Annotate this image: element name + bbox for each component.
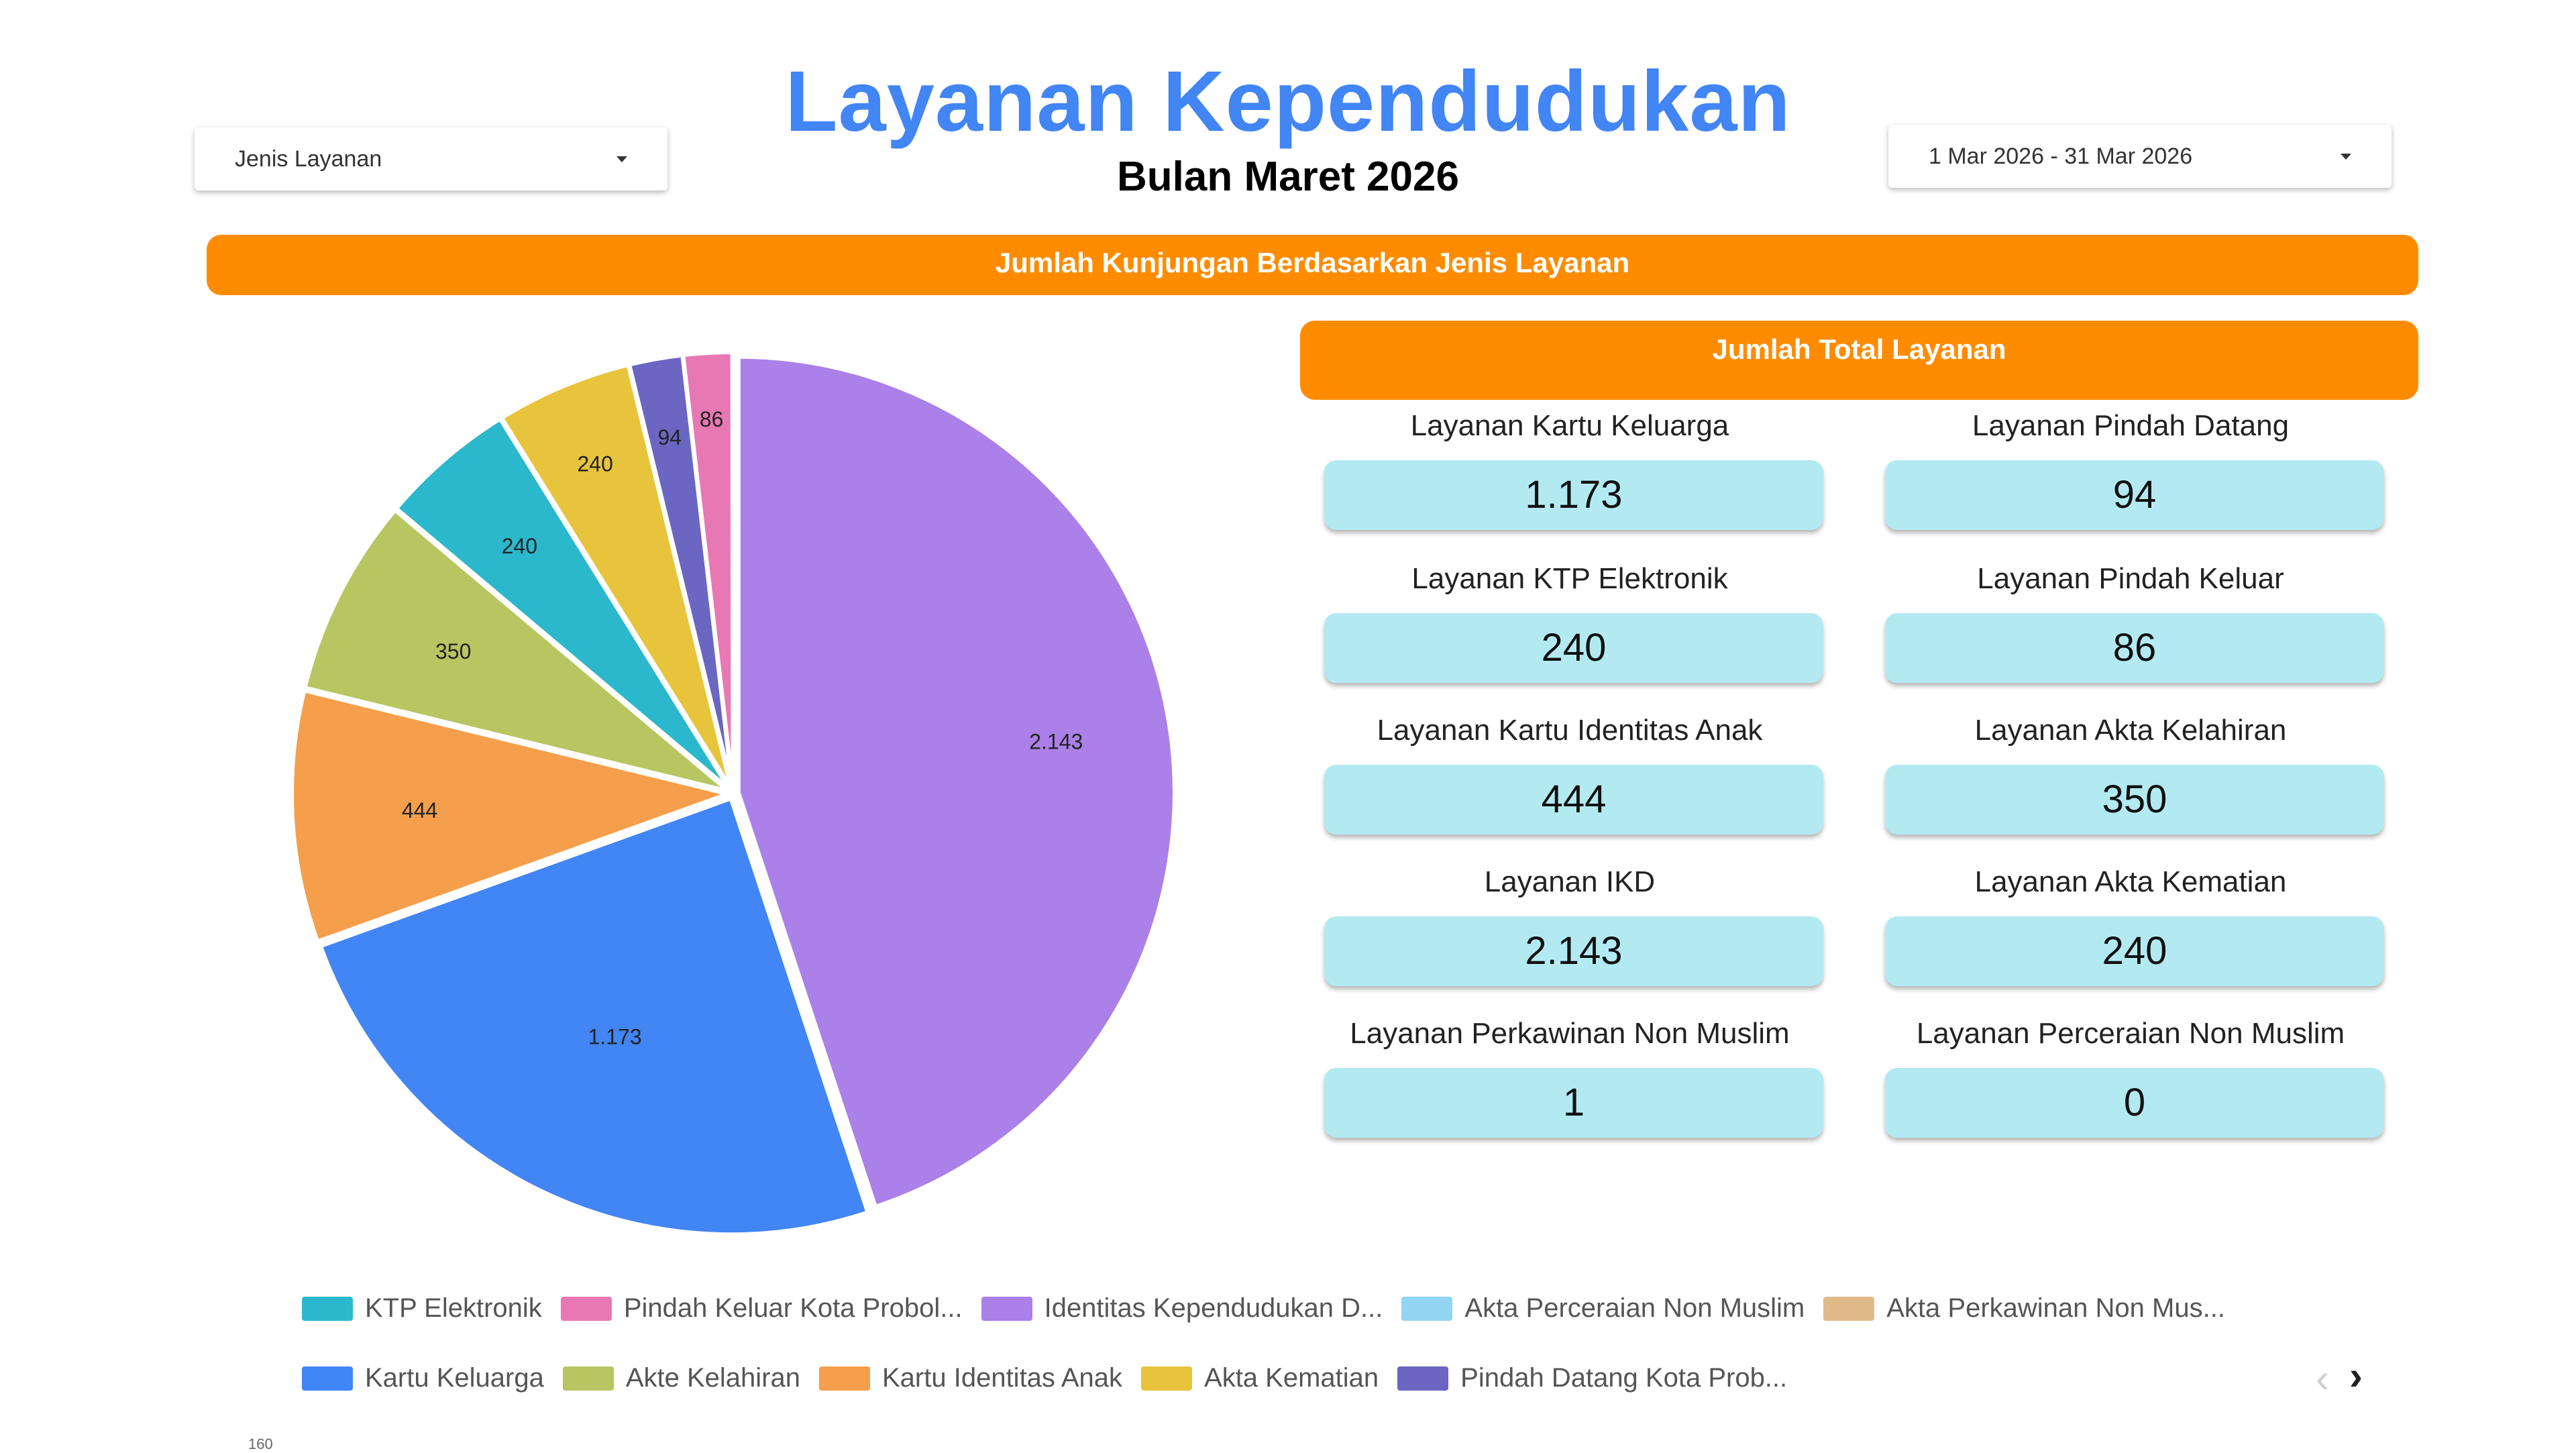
legend-label: Pindah Keluar Kota Probol...	[623, 1293, 963, 1323]
legend-swatch	[302, 1296, 353, 1321]
date-range-label: 1 Mar 2026 - 31 Mar 2026	[1929, 143, 2193, 169]
slice-value-label: 86	[700, 407, 724, 431]
legend-item[interactable]: Identitas Kependudukan D...	[981, 1293, 1383, 1324]
legend-swatch	[1823, 1296, 1875, 1321]
stat-label: Layanan KTP Elektronik	[1411, 562, 1728, 595]
stat-value: 86	[1885, 613, 2384, 683]
legend-label: Kartu Identitas Anak	[882, 1363, 1123, 1393]
stat-label: Layanan Kartu Keluarga	[1410, 409, 1729, 442]
total-layanan-banner: Jumlah Total Layanan	[1300, 321, 2418, 400]
page-subtitle: Bulan Maret 2026	[1117, 154, 1459, 200]
stat-label: Layanan Akta Kematian	[1974, 865, 2287, 898]
stat-value: 2.143	[1324, 916, 1823, 986]
stat-label: Layanan Perceraian Non Muslim	[1916, 1017, 2345, 1050]
legend-row: Kartu Keluarga Akte Kelahiran Kartu Identi…	[302, 1363, 1806, 1393]
legend-swatch	[1397, 1366, 1449, 1391]
stat-value: 240	[1324, 613, 1823, 683]
legend-label: Akte Kelahiran	[625, 1363, 800, 1393]
legend-item[interactable]: KTP Elektronik	[302, 1293, 542, 1324]
legend-item[interactable]: Akte Kelahiran	[562, 1363, 800, 1393]
legend-item[interactable]: Pindah Keluar Kota Probol...	[560, 1293, 963, 1324]
pie-slice[interactable]	[318, 796, 870, 1237]
legend-item[interactable]: Akta Perkawinan Non Mus...	[1823, 1293, 2225, 1324]
jenis-layanan-label: Jenis Layanan	[235, 146, 382, 172]
legend-swatch	[560, 1296, 612, 1321]
pie-slice[interactable]	[290, 688, 731, 944]
slice-value-label: 94	[657, 425, 682, 449]
stat-value: 0	[1885, 1068, 2384, 1138]
stat-label: Layanan Akta Kelahiran	[1974, 714, 2287, 747]
slice-value-label: 240	[578, 451, 613, 476]
legend-row: KTP Elektronik Pindah Keluar Kota Probol.…	[302, 1293, 2244, 1324]
jenis-layanan-dropdown[interactable]: Jenis Layanan	[195, 127, 667, 191]
pie-slice[interactable]	[736, 354, 1177, 1209]
legend-label: Kartu Keluarga	[365, 1363, 544, 1393]
legend-swatch	[302, 1366, 353, 1391]
legend-swatch	[819, 1366, 870, 1391]
date-range-dropdown[interactable]: 1 Mar 2026 - 31 Mar 2026	[1888, 125, 2392, 188]
legend-item[interactable]: Pindah Datang Kota Prob...	[1397, 1363, 1787, 1393]
stat-value: 1	[1324, 1068, 1823, 1138]
pie-slice[interactable]	[303, 508, 731, 794]
stat-value: 240	[1885, 916, 2384, 986]
stat-value: 1.173	[1324, 460, 1823, 530]
slice-value-label: 2.143	[1029, 729, 1083, 753]
legend-swatch	[1401, 1296, 1453, 1321]
stat-label: Layanan Kartu Identitas Anak	[1377, 714, 1763, 747]
chevron-down-icon	[2341, 153, 2351, 160]
legend-label: Akta Kematian	[1204, 1363, 1379, 1393]
chevron-down-icon	[616, 156, 627, 162]
pie-slice[interactable]	[394, 417, 732, 792]
stat-value: 350	[1885, 765, 2384, 835]
legend-prev-button[interactable]: ‹	[2316, 1356, 2329, 1401]
legend-label: Identitas Kependudukan D...	[1044, 1293, 1383, 1323]
legend-swatch	[562, 1366, 614, 1391]
slice-value-label: 1.173	[588, 1024, 642, 1048]
legend-label: KTP Elektronik	[365, 1293, 542, 1323]
kunjungan-banner: Jumlah Kunjungan Berdasarkan Jenis Layan…	[207, 235, 2418, 295]
stat-label: Layanan Pindah Datang	[1972, 409, 2290, 442]
legend-swatch	[981, 1296, 1032, 1321]
legend-item[interactable]: Akta Kematian	[1141, 1363, 1379, 1393]
legend-item[interactable]: Kartu Identitas Anak	[819, 1363, 1122, 1393]
stat-value: 94	[1885, 460, 2384, 530]
slice-value-label: 240	[502, 534, 537, 558]
legend-item[interactable]: Kartu Keluarga	[302, 1363, 544, 1393]
stat-value: 444	[1324, 765, 1823, 835]
stat-label: Layanan Pindah Keluar	[1977, 562, 2284, 595]
axis-cut-label: 160	[248, 1436, 273, 1452]
pie-slice[interactable]	[499, 362, 733, 791]
stat-label: Layanan IKD	[1484, 865, 1656, 898]
legend-label: Akta Perkawinan Non Mus...	[1886, 1293, 2225, 1323]
legend-label: Akta Perceraian Non Muslim	[1464, 1293, 1805, 1323]
legend-next-button[interactable]: ›	[2349, 1353, 2363, 1398]
stat-label: Layanan Perkawinan Non Muslim	[1350, 1017, 1790, 1050]
page-title: Layanan Kependudukan	[785, 54, 1791, 150]
slice-value-label: 444	[402, 798, 437, 822]
legend-item[interactable]: Akta Perceraian Non Muslim	[1401, 1293, 1805, 1324]
slice-value-label: 350	[435, 639, 471, 663]
legend-label: Pindah Datang Kota Prob...	[1460, 1363, 1788, 1393]
legend-swatch	[1141, 1366, 1193, 1391]
